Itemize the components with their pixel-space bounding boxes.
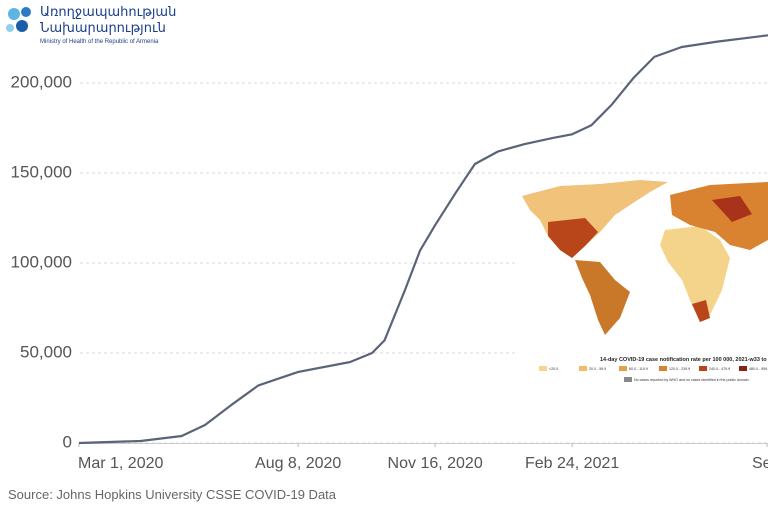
source: Source: Johns Hopkins University CSSE CO…: [8, 487, 337, 502]
map-legend-label: <20.0: [549, 367, 558, 371]
line-series: [78, 34, 768, 445]
map-legend-swatch: [624, 377, 632, 382]
map-legend-label: 60.0 - 119.9: [629, 367, 648, 371]
map-usa: [548, 218, 598, 258]
logo-icon: [21, 7, 31, 17]
map-inset: 14-day COVID-19 case notification rate p…: [518, 178, 768, 390]
logo-icon: [8, 8, 20, 20]
map-legend-swatch: [539, 366, 547, 371]
logo-icon: [16, 20, 28, 32]
y-tick-label: 150,000: [11, 162, 72, 181]
y-tick-label: 200,000: [11, 72, 72, 91]
map-legend-swatch: [579, 366, 587, 371]
map-legend-swatch: [659, 366, 667, 371]
y-tick-label: 0: [63, 432, 72, 451]
map-legend-swatch: [739, 366, 747, 371]
map-legend-label: 240.0 - 479.9: [709, 367, 730, 371]
logo-line: Նախարարություն: [40, 20, 166, 35]
map-legend-label: 480.0 - 959.9: [749, 367, 768, 371]
map-south-america: [575, 260, 630, 335]
logo-subtitle: Ministry of Health of the Republic of Ar…: [40, 39, 159, 45]
map-legend-swatch: [619, 366, 627, 371]
map-legend-label: 120.0 - 239.9: [669, 367, 690, 371]
x-tick-label: Mar 1, 2020: [78, 455, 163, 472]
x-tick-label: Se: [752, 455, 768, 472]
x-tick-label: Aug 8, 2020: [255, 455, 341, 472]
x-tick-label: Feb 24, 2021: [525, 455, 619, 472]
map-title: 14-day COVID-19 case notification rate p…: [600, 357, 767, 363]
logo: Առողջապահության Նախարարություն Ministry …: [6, 4, 176, 45]
y-tick-label: 100,000: [11, 252, 72, 271]
map-legend-note: No cases reported by WHO and no cases id…: [634, 378, 749, 382]
map-legend-label: 20.0 - 59.9: [589, 367, 606, 371]
map-africa: [660, 226, 730, 322]
logo-icon: [6, 24, 14, 32]
y-tick-label: 50,000: [20, 342, 72, 361]
x-tick-label: Nov 16, 2020: [388, 455, 483, 472]
map-eurasia: [670, 182, 768, 250]
map-russia-region: [712, 196, 752, 222]
map-legend-swatch: [699, 366, 707, 371]
map-south-africa: [692, 300, 710, 322]
logo-line: Առողջապահության: [40, 4, 176, 19]
